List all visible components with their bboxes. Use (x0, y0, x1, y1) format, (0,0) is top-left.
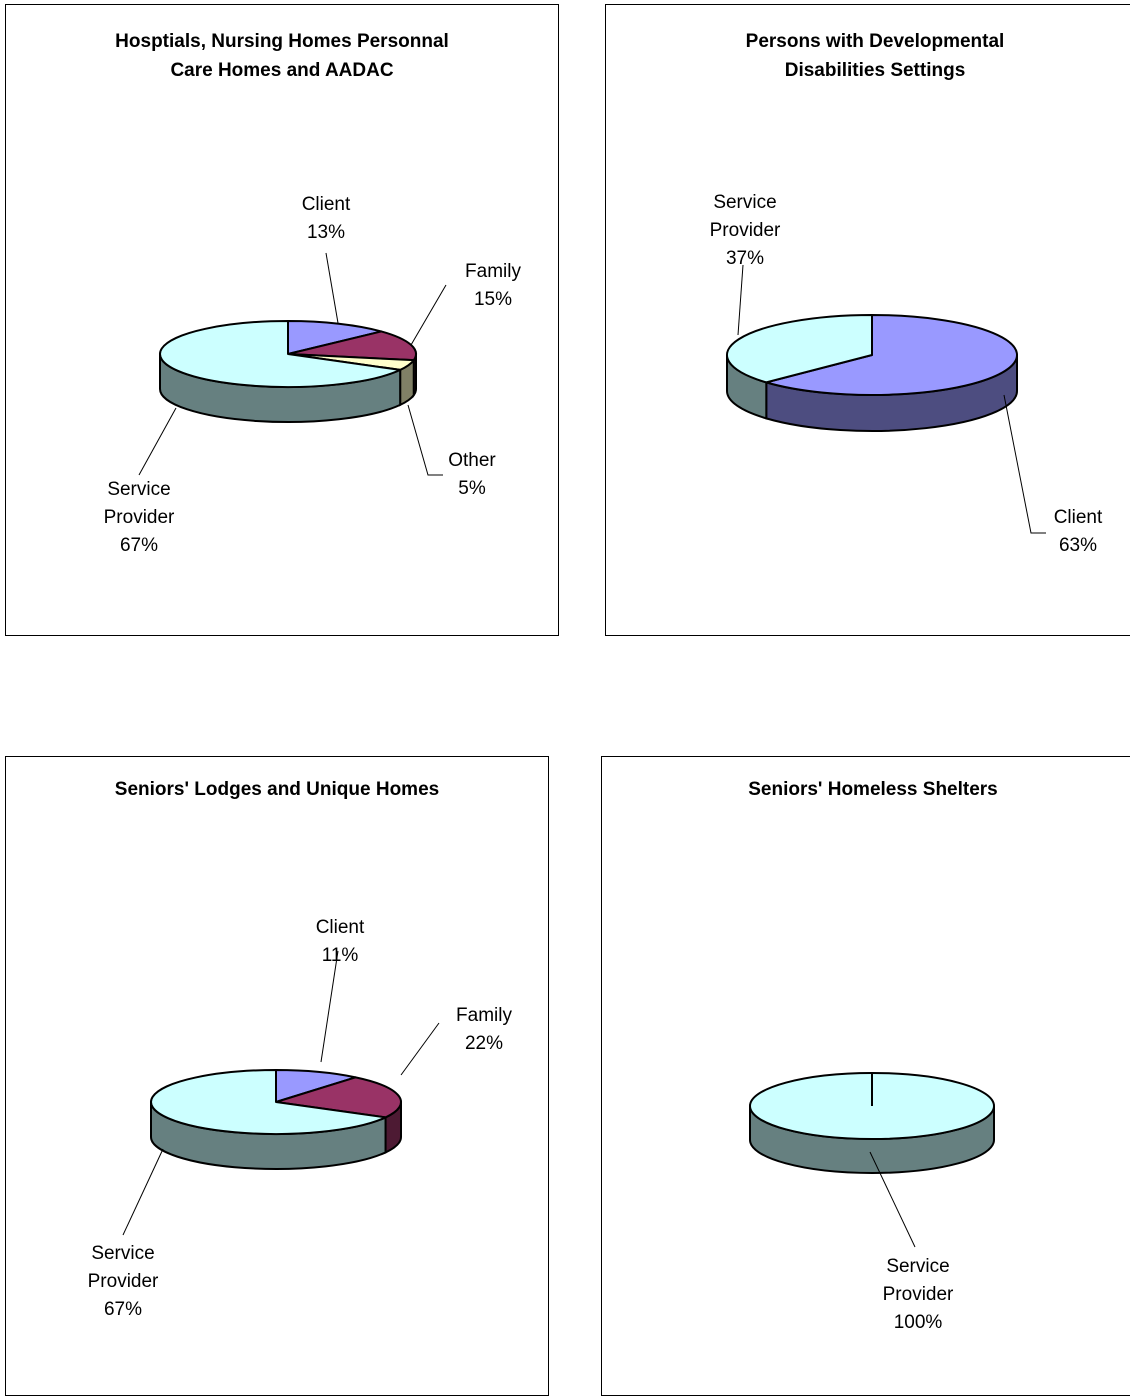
leader-line-family (400, 1022, 440, 1076)
data-label-family: Family 15% (465, 261, 521, 310)
pie-slice-client (275, 1069, 357, 1103)
pie-slice-service-provider (159, 320, 402, 388)
chart-panel-seniors-lodges: Seniors' Lodges and Unique Homes Client 1… (5, 756, 549, 1396)
leader-line-service-provider (737, 264, 744, 336)
data-label-service-provider: Service Provider 67% (104, 479, 175, 556)
data-label-name: Service (107, 479, 170, 500)
pie-slice-service-provider (150, 1069, 387, 1135)
chart-panel-hospitals: Hosptials, Nursing Homes Personnal Care … (5, 4, 559, 636)
leader-line-other (407, 404, 443, 476)
pie-slice-service-provider (726, 314, 873, 384)
chart-panel-developmental-disabilities: Persons with Developmental Disabilities … (605, 4, 1130, 636)
data-label-name: Other (448, 450, 496, 471)
chart-title-line-1: Seniors' Homeless Shelters (748, 779, 998, 800)
data-label-name: Client (1054, 507, 1103, 528)
chart-title: Seniors' Homeless Shelters (602, 775, 1130, 804)
data-label-service-provider: Service Provider 100% (883, 1256, 954, 1333)
pie-labels: Client 63% Service Provider 37% (710, 192, 1103, 556)
data-label-other: Other 5% (448, 450, 496, 499)
data-label-percent: 63% (1059, 535, 1097, 556)
data-label-percent: 100% (894, 1312, 943, 1333)
pie-labels: Client 13% Family 15% Other 5% Service Provider… (104, 194, 522, 556)
chart-title: Seniors' Lodges and Unique Homes (6, 775, 548, 804)
data-label-percent: 5% (458, 478, 486, 499)
data-label-name: Client (302, 194, 351, 215)
pie-chart-seniors-lodges: Client 11% Family 22% Service Provider 67% (88, 917, 513, 1320)
pie-tops (726, 314, 1018, 396)
data-label-name: Client (316, 917, 365, 938)
pie-chart-hospitals: Client 13% Family 15% Other 5% Service Provider… (104, 194, 522, 556)
leader-line-client (1003, 394, 1046, 534)
chart-panel-homeless-shelters: Seniors' Homeless Shelters Service Provid… (601, 756, 1130, 1396)
leader-line-client (320, 950, 339, 1063)
data-label-name: Service (886, 1256, 949, 1277)
pie-chart-developmental-disabilities: Client 63% Service Provider 37% (710, 192, 1103, 556)
chart-title-line-1: Hosptials, Nursing Homes Personnal (115, 31, 449, 52)
chart-title-line-1: Persons with Developmental (745, 31, 1005, 52)
leader-line-service-provider (869, 1151, 916, 1248)
data-label-name: Family (465, 261, 521, 282)
pie-tops (159, 320, 417, 388)
data-label-percent: 22% (465, 1033, 503, 1054)
pie-tops (748, 1072, 996, 1140)
data-label-percent: 67% (104, 1299, 142, 1320)
data-label-client: Client 13% (302, 194, 351, 243)
data-label-percent: 67% (120, 535, 158, 556)
data-label-percent: 15% (474, 289, 512, 310)
chart-title-line-1: Seniors' Lodges and Unique Homes (114, 779, 440, 800)
data-label-family: Family 22% (456, 1005, 512, 1054)
chart-title: Hosptials, Nursing Homes Personnal Care … (6, 27, 558, 85)
data-label-percent: 11% (322, 945, 359, 966)
pie-tops (150, 1069, 402, 1135)
pie-slice-client (765, 314, 1018, 396)
data-label-percent: 13% (307, 222, 345, 243)
pie-chart-homeless-shelters: Service Provider 100% (748, 1072, 996, 1333)
chart-title-line-2: Care Homes and AADAC (170, 60, 394, 81)
data-label-client: Client 11% (316, 917, 365, 966)
chart-title-line-2: Disabilities Settings (784, 60, 966, 81)
data-label-name: Service (713, 192, 776, 213)
data-label-service-provider: Service Provider 67% (88, 1243, 159, 1320)
chart-title: Persons with Developmental Disabilities … (606, 27, 1130, 85)
leader-line-client (325, 252, 339, 324)
pie-slice-client (287, 320, 383, 355)
pie-slice-family (275, 1076, 402, 1119)
pie-labels: Client 11% Family 22% Service Provider 67% (88, 917, 513, 1320)
pie-labels: Service Provider 100% (869, 1151, 954, 1333)
data-label-name: Family (456, 1005, 512, 1026)
data-label-name: Provider (88, 1271, 159, 1292)
data-label-name: Service (91, 1243, 154, 1264)
data-label-service-provider: Service Provider 37% (710, 192, 781, 269)
leader-line-family (410, 284, 447, 346)
data-label-name: Provider (104, 507, 175, 528)
leader-line-service-provider (138, 407, 177, 476)
data-label-percent: 37% (726, 248, 764, 269)
data-label-client: Client 63% (1054, 507, 1103, 556)
leader-line-service-provider (122, 1148, 164, 1236)
data-label-name: Provider (710, 220, 781, 241)
data-label-name: Provider (883, 1284, 954, 1305)
